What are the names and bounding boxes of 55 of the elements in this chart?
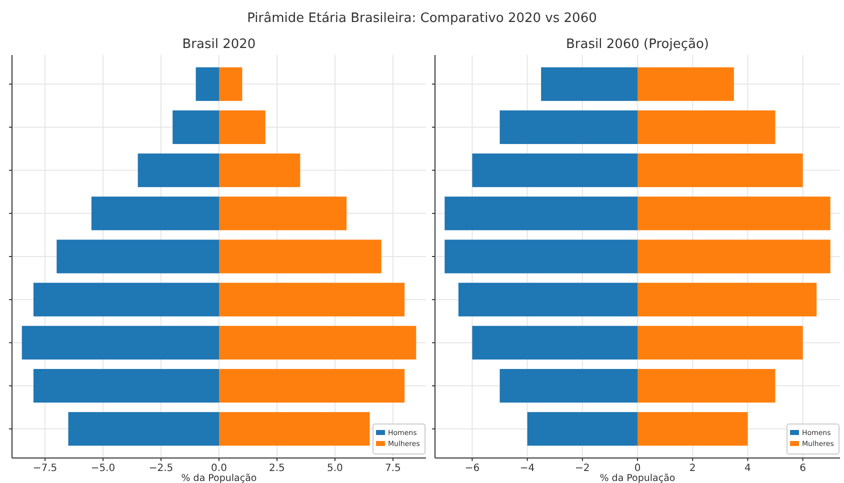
chart-title: Brasil 2060 (Projeção) <box>566 37 710 52</box>
x-tick-label: 4 <box>744 463 751 474</box>
bar <box>56 240 219 274</box>
x-tick-label: 6 <box>800 463 806 474</box>
bar <box>219 412 370 446</box>
bar <box>196 67 219 101</box>
x-tick-label: 5.0 <box>327 463 343 474</box>
x-axis-title: % da População <box>181 473 257 483</box>
bar <box>138 154 219 188</box>
bar <box>541 67 638 101</box>
bar <box>219 196 347 230</box>
bar <box>638 326 803 360</box>
x-tick-label: −5.0 <box>90 463 116 474</box>
x-tick-label: 0 <box>634 463 641 474</box>
bar <box>444 196 638 230</box>
bar <box>33 368 219 403</box>
bar <box>638 110 776 144</box>
x-tick-label: 2.5 <box>269 463 285 474</box>
text: Pirâmide Etária Brasileira: Comparativo 2020 vs 2060 <box>247 11 597 26</box>
bar <box>219 326 416 360</box>
x-tick-label: −7.5 <box>32 463 58 474</box>
x-axis-title: % da População <box>600 473 676 483</box>
x-tick-label: 2 <box>689 463 696 474</box>
x-tick-label: 7.5 <box>384 463 401 474</box>
bar <box>444 240 638 274</box>
bar <box>472 326 638 360</box>
bar <box>219 67 242 101</box>
bar <box>472 154 638 188</box>
bar <box>638 240 830 274</box>
bar <box>638 196 830 230</box>
x-tick-label: −6 <box>464 463 480 474</box>
bar <box>219 368 405 403</box>
bar <box>638 282 817 316</box>
chart-title: Brasil 2020 <box>182 37 256 52</box>
bar <box>68 412 219 446</box>
bar <box>638 368 776 403</box>
x-tick-label: −4 <box>520 463 535 474</box>
bar <box>219 240 382 274</box>
bar <box>638 412 748 446</box>
x-tick-label: 0.0 <box>211 463 227 474</box>
bar <box>638 67 734 101</box>
bar <box>638 154 803 188</box>
bar <box>33 282 219 316</box>
bar <box>22 326 219 360</box>
bar <box>500 368 638 403</box>
bar <box>527 412 638 446</box>
bar <box>172 110 219 144</box>
bar <box>219 154 300 188</box>
bar <box>219 110 266 144</box>
x-tick-label: −2.5 <box>148 463 174 474</box>
bar <box>219 282 405 316</box>
x-tick-label: −2 <box>575 463 590 474</box>
bar <box>458 282 638 316</box>
bar <box>91 196 219 230</box>
bar <box>500 110 638 144</box>
